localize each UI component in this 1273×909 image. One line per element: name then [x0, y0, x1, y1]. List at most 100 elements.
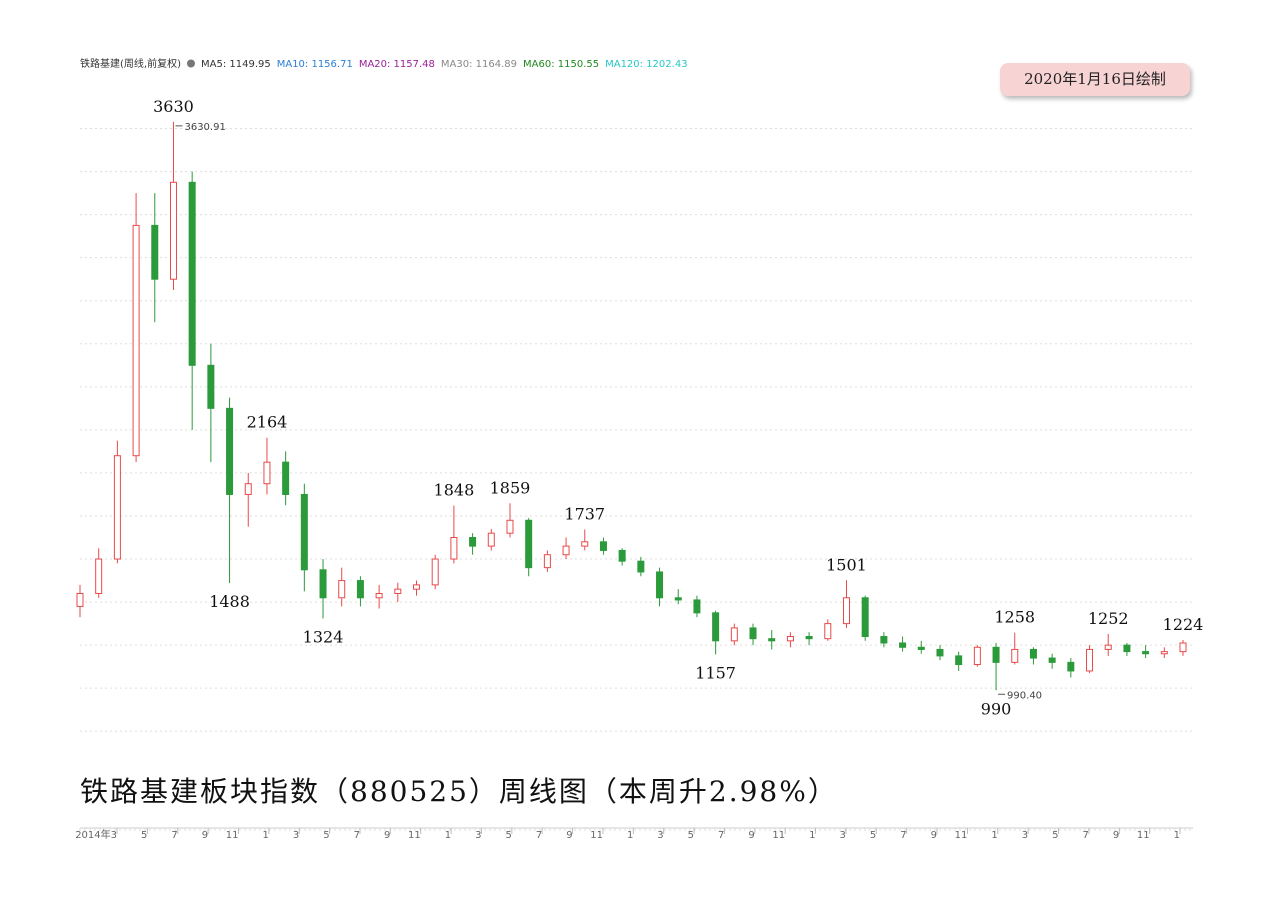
candle: [1142, 645, 1150, 659]
x-tick-label: 1: [627, 830, 633, 841]
candle: [1048, 653, 1056, 669]
candle-body: [842, 597, 850, 625]
candle-body: [394, 588, 402, 594]
candle: [525, 518, 533, 577]
date-badge: 2020年1月16日绘制: [1000, 63, 1190, 96]
candle-body: [338, 580, 346, 599]
chart-title: 铁路基建板块指数（880525）周线图（本周升2.98%）: [80, 775, 838, 808]
candle: [1067, 658, 1075, 678]
candle: [76, 584, 84, 618]
candle-body: [749, 627, 757, 640]
candle: [805, 632, 813, 646]
candle-body: [543, 554, 551, 569]
candle-body: [1029, 648, 1037, 659]
candle-body: [992, 646, 1000, 663]
candle: [973, 645, 981, 667]
candle: [1179, 639, 1187, 656]
x-tick-label: 5: [1052, 830, 1058, 841]
candle: [356, 576, 364, 607]
candle: [506, 503, 514, 538]
candle-body: [95, 558, 103, 594]
candle: [730, 623, 738, 646]
candle: [581, 529, 589, 551]
x-tick-label: 3: [657, 830, 663, 841]
candle-body: [899, 642, 907, 648]
legend-title: 铁路基建(周线,前复权): [80, 57, 181, 70]
candle: [1011, 632, 1019, 665]
candle: [207, 343, 215, 463]
candle: [226, 397, 234, 584]
candle-body: [824, 623, 832, 640]
candle: [338, 567, 346, 607]
candle: [543, 550, 551, 572]
candle-body: [936, 648, 944, 657]
peak-label: 1848: [434, 481, 475, 500]
candle: [132, 193, 140, 463]
candle: [936, 645, 944, 661]
candle-body: [375, 592, 383, 599]
candle-body: [599, 541, 607, 551]
candle: [786, 632, 794, 648]
candle-body: [562, 545, 570, 556]
x-tick-label: 9: [931, 830, 937, 841]
x-tick-label: 9: [1113, 830, 1119, 841]
candle: [618, 548, 626, 566]
candle-body: [1086, 648, 1094, 672]
candle-body: [618, 549, 626, 562]
candle-body: [880, 636, 888, 644]
candle-body: [487, 532, 495, 547]
x-tick-label: 7: [900, 830, 906, 841]
legend-entry: MA60: 1150.55: [523, 59, 599, 70]
x-tick-label: 3: [840, 830, 846, 841]
trough-label: 1324: [303, 627, 344, 646]
peak-label: 1737: [564, 505, 605, 524]
candle: [169, 121, 177, 290]
x-tick-label: 11: [590, 830, 603, 841]
x-tick-label: 1: [1174, 830, 1180, 841]
x-tick-label: 9: [748, 830, 754, 841]
candle-body: [637, 560, 645, 573]
legend-entry: MA5: 1149.95: [201, 59, 271, 70]
candle: [599, 537, 607, 555]
candle: [674, 589, 682, 605]
candle: [562, 537, 570, 560]
candle-body: [656, 571, 664, 599]
candle: [1160, 647, 1168, 659]
candle-body: [1179, 642, 1187, 653]
candle-body: [955, 655, 963, 666]
extreme-label: 990.40: [1007, 690, 1042, 701]
candle: [749, 623, 757, 646]
candle-body: [973, 646, 981, 666]
peak-label: 1258: [994, 608, 1035, 627]
candle-body: [1142, 651, 1150, 655]
legend-entry: MA10: 1156.71: [277, 59, 353, 70]
candle-body: [413, 584, 421, 590]
candle-body: [1160, 651, 1168, 655]
candle-body: [431, 558, 439, 586]
x-tick-label: 11: [955, 830, 968, 841]
candle: [282, 451, 290, 506]
candle-body: [300, 493, 308, 571]
x-tick-label: 5: [141, 830, 147, 841]
candle-body: [525, 519, 533, 569]
candle-body: [207, 364, 215, 409]
peak-label: 1224: [1163, 615, 1204, 634]
candle: [992, 642, 1000, 691]
candle: [469, 533, 477, 555]
peak-label: 1252: [1088, 609, 1129, 628]
candle-body: [693, 599, 701, 614]
x-tick-label: 1: [262, 830, 268, 841]
candle-body: [226, 407, 234, 495]
legend-icon: [186, 59, 195, 68]
x-tick-label: 2014年3: [75, 828, 117, 841]
candle-body: [282, 461, 290, 495]
trough-label: 1157: [695, 663, 736, 682]
candle: [768, 630, 776, 650]
candle-body: [861, 597, 869, 638]
candle: [413, 580, 421, 596]
x-tick-label: 7: [718, 830, 724, 841]
candle: [880, 632, 888, 648]
x-tick-label: 11: [408, 830, 421, 841]
